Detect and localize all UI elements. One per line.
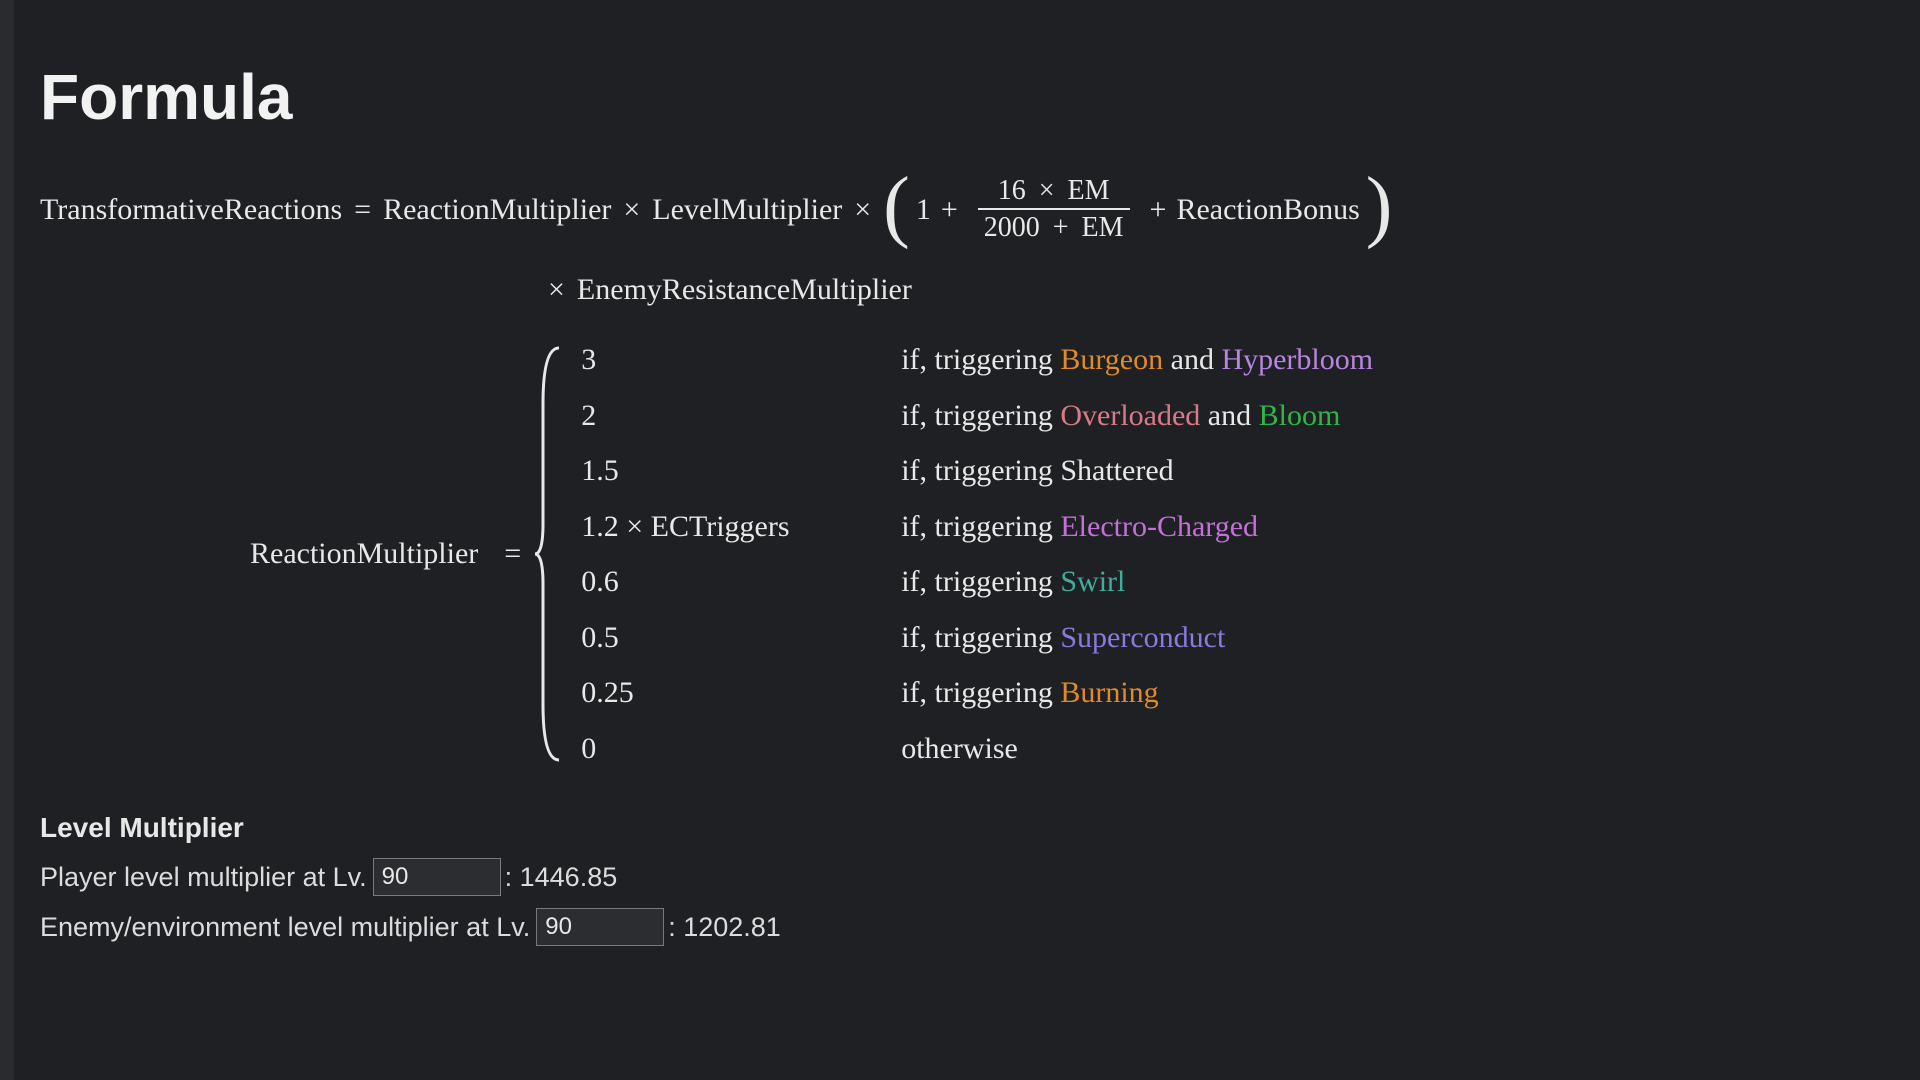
transformative-formula: TransformativeReactions = ReactionMultip… [40,174,1880,308]
piecewise-value: 0.6 [581,560,901,604]
piecewise-row: 2if, triggering Overloaded and Bloom [581,394,1373,438]
equals-sign: = [504,537,521,571]
piecewise-condition: if, triggering Overloaded and Bloom [901,394,1340,438]
enemy-resistance-term: EnemyResistanceMultiplier [577,272,912,308]
piecewise-row: 1.2 × ECTriggersif, triggering Electro-C… [581,505,1373,549]
frac-den-em: EM [1082,212,1124,243]
enemy-level-result: : 1202.81 [668,912,781,943]
player-level-result: : 1446.85 [505,862,618,893]
player-level-prefix: Player level multiplier at Lv. [40,862,367,893]
times-sign: × [623,192,640,228]
piecewise-value: 3 [581,338,901,382]
piecewise-row: 3if, triggering Burgeon and Hyperbloom [581,338,1373,382]
times-sign: × [854,192,871,228]
reaction-multiplier-term: ReactionMultiplier [383,192,611,228]
times-sign: × [548,272,565,308]
enemy-level-prefix: Enemy/environment level multiplier at Lv… [40,912,530,943]
plus-sign: + [1053,212,1069,243]
reaction-name: Electro-Charged [1060,510,1258,543]
times-sign: × [1039,175,1055,206]
reaction-name: Overloaded [1060,399,1200,432]
enemy-level-line: Enemy/environment level multiplier at Lv… [40,908,1880,946]
piecewise-row: 0otherwise [581,727,1373,771]
piecewise-row: 0.6if, triggering Swirl [581,560,1373,604]
piecewise-value: 0 [581,727,901,771]
piecewise-condition: if, triggering Burgeon and Hyperbloom [901,338,1373,382]
left-brace-icon [533,344,563,764]
reaction-bonus-term: ReactionBonus [1176,192,1359,228]
reaction-name: and [1200,399,1258,432]
piecewise-condition: otherwise [901,727,1018,771]
reaction-name: and [1163,343,1221,376]
reaction-name: Burning [1060,676,1158,709]
piecewise-value: 0.5 [581,616,901,660]
plus-sign: + [941,192,958,228]
level-multiplier-term: LevelMultiplier [652,192,842,228]
piecewise-condition: if, triggering Shattered [901,449,1173,493]
piecewise-condition: if, triggering Superconduct [901,616,1225,660]
reaction-name: Swirl [1060,565,1125,598]
piecewise-value: 1.5 [581,449,901,493]
reaction-name: Burgeon [1060,343,1163,376]
frac-den-2000: 2000 [984,212,1040,243]
frac-num-16: 16 [998,175,1026,206]
piecewise-row: 0.5if, triggering Superconduct [581,616,1373,660]
reaction-name: Hyperbloom [1221,343,1373,376]
equals-sign: = [354,192,371,228]
level-multiplier-heading: Level Multiplier [40,812,1880,844]
em-fraction: 16 × EM 2000 + EM [978,173,1130,245]
tf-lhs: TransformativeReactions [40,192,342,228]
piecewise-condition: if, triggering Electro-Charged [901,505,1258,549]
reaction-multiplier-piecewise: ReactionMultiplier = 3if, triggering Bur… [250,338,1880,770]
piecewise-value: 1.2 × ECTriggers [581,505,901,549]
reaction-name: Bloom [1259,399,1341,432]
piecewise-row: 1.5if, triggering Shattered [581,449,1373,493]
reaction-name: Superconduct [1060,621,1225,654]
one: 1 [916,192,931,228]
piecewise-condition: if, triggering Burning [901,671,1158,715]
piecewise-value: 2 [581,394,901,438]
reaction-name: Shattered [1060,454,1173,487]
piecewise-condition: if, triggering Swirl [901,560,1125,604]
piecewise-value: 0.25 [581,671,901,715]
frac-num-em: EM [1068,175,1110,206]
page-title: Formula [40,60,1880,134]
piecewise-lhs: ReactionMultiplier [250,537,478,571]
player-level-input[interactable] [373,858,501,896]
plus-sign: + [1150,192,1167,228]
enemy-level-input[interactable] [536,908,664,946]
piecewise-row: 0.25if, triggering Burning [581,671,1373,715]
player-level-line: Player level multiplier at Lv. : 1446.85 [40,858,1880,896]
